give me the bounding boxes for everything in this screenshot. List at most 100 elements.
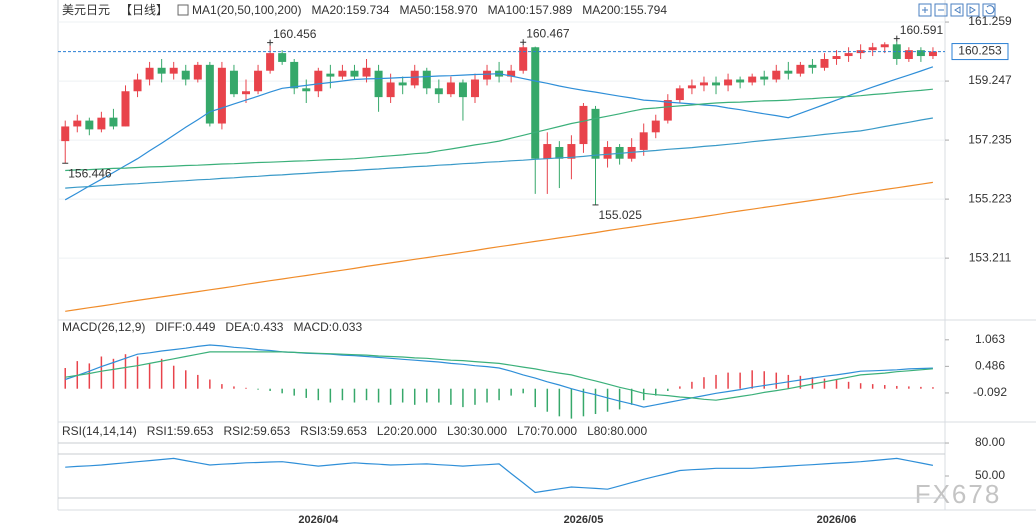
candle-body bbox=[242, 91, 251, 95]
candle-body bbox=[302, 88, 311, 92]
chart-title: MACD(26,12,9) bbox=[62, 320, 145, 334]
candle-body bbox=[290, 61, 299, 89]
candle-body bbox=[663, 100, 672, 121]
last-price-label: 160.253 bbox=[958, 44, 1002, 58]
legend-entry: MA100:157.989 bbox=[488, 3, 573, 17]
candle-body bbox=[820, 58, 829, 68]
series-line bbox=[65, 457, 934, 494]
candle-body bbox=[796, 64, 805, 74]
extreme-marker bbox=[520, 39, 527, 46]
low-label: 155.025 bbox=[599, 208, 643, 222]
series-line bbox=[65, 88, 933, 172]
candle-body bbox=[470, 79, 479, 98]
extreme-marker bbox=[267, 39, 274, 46]
toolbar-icons bbox=[922, 5, 995, 15]
candle-body bbox=[434, 88, 443, 95]
candle-body bbox=[880, 44, 889, 48]
y-tick-label: 159.247 bbox=[968, 73, 1012, 87]
candle-body bbox=[278, 53, 287, 62]
zoom-out-button[interactable] bbox=[934, 3, 948, 17]
zoom-in-button[interactable] bbox=[918, 3, 932, 17]
legend-entry: MA20:159.734 bbox=[311, 3, 389, 17]
candle-body bbox=[121, 91, 130, 127]
legend-entry: RSI2:59.653 bbox=[223, 424, 290, 438]
legend-entry: MA200:155.794 bbox=[582, 3, 667, 17]
reset-button[interactable] bbox=[982, 3, 996, 17]
candle-body bbox=[229, 70, 238, 95]
candle-body bbox=[386, 82, 395, 98]
candle-body bbox=[591, 108, 600, 159]
high-label: 160.456 bbox=[273, 27, 317, 41]
legend-entry: MA50:158.970 bbox=[400, 3, 478, 17]
candle-body bbox=[61, 126, 70, 142]
candle-body bbox=[675, 88, 684, 101]
candle-body bbox=[422, 70, 431, 89]
candle-body bbox=[97, 117, 106, 130]
candle-body bbox=[458, 82, 467, 98]
y-tick-label: 0.486 bbox=[975, 359, 1005, 373]
candle-body bbox=[266, 53, 275, 71]
chart-title: 美元日元 bbox=[62, 3, 110, 17]
y-tick-label: 157.235 bbox=[968, 132, 1012, 146]
candle-body bbox=[205, 64, 214, 124]
indicator-label: MA1(20,50,100,200) bbox=[192, 3, 301, 17]
watermark: FX678 bbox=[915, 479, 1002, 509]
candle-body bbox=[362, 67, 371, 77]
candle-body bbox=[483, 70, 492, 80]
legend-entry: RSI3:59.653 bbox=[300, 424, 367, 438]
series-line bbox=[65, 117, 933, 189]
candle-body bbox=[639, 132, 648, 150]
y-tick-label: 80.00 bbox=[975, 435, 1005, 449]
extreme-marker bbox=[893, 35, 900, 42]
y-tick-label: -0.092 bbox=[973, 385, 1007, 399]
candle-body bbox=[410, 70, 419, 86]
legend-entry: L20:20.000 bbox=[377, 424, 437, 438]
candle-body bbox=[338, 70, 347, 77]
candle-body bbox=[507, 70, 516, 77]
legend-entry: DEA:0.433 bbox=[225, 320, 283, 334]
candle-body bbox=[687, 85, 696, 89]
chart-subtitle: 【日线】 bbox=[120, 3, 168, 17]
candle-body bbox=[760, 76, 769, 80]
back-button[interactable] bbox=[950, 3, 964, 17]
candle-body bbox=[736, 79, 745, 83]
y-tick-label: 155.223 bbox=[968, 191, 1012, 205]
candle-body bbox=[531, 47, 540, 159]
candle-body bbox=[784, 70, 793, 74]
last-price-box bbox=[951, 43, 1009, 61]
x-tick-label: 2026/04 bbox=[298, 514, 339, 526]
legend-entry: L80:80.000 bbox=[587, 424, 647, 438]
candle-body bbox=[832, 56, 841, 59]
candle-body bbox=[73, 120, 82, 127]
candle-body bbox=[928, 51, 937, 57]
candle-body bbox=[579, 105, 588, 145]
candle-body bbox=[133, 79, 142, 92]
candle-body bbox=[555, 146, 564, 159]
candle-body bbox=[603, 146, 612, 159]
candle-body bbox=[543, 144, 552, 159]
candle-body bbox=[567, 144, 576, 159]
y-tick-label: 161.259 bbox=[968, 14, 1012, 28]
legend-entry: MACD:0.033 bbox=[293, 320, 362, 334]
candle-body bbox=[254, 70, 263, 92]
candle-body bbox=[314, 70, 323, 92]
series-line bbox=[65, 351, 933, 401]
high-label: 160.467 bbox=[526, 26, 570, 40]
forward-button[interactable] bbox=[966, 3, 980, 17]
candle-body bbox=[844, 53, 853, 57]
candle-body bbox=[169, 67, 178, 74]
chart-title: RSI(14,14,14) bbox=[62, 424, 137, 438]
candle-body bbox=[326, 73, 335, 77]
legend-entry: RSI1:59.653 bbox=[147, 424, 214, 438]
toolbar bbox=[918, 3, 996, 17]
low-label: 156.446 bbox=[68, 166, 112, 180]
candle-body bbox=[892, 44, 901, 59]
candle-body bbox=[748, 76, 757, 83]
candle-body bbox=[85, 120, 94, 130]
legend-entry: DIFF:0.449 bbox=[155, 320, 215, 334]
candle-body bbox=[916, 50, 925, 57]
